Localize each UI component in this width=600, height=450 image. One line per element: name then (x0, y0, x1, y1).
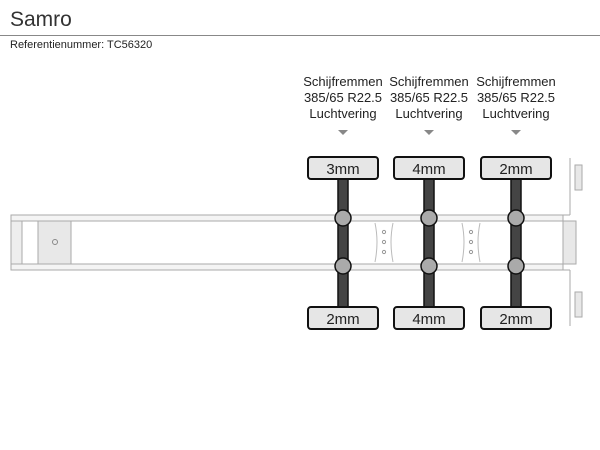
axle-brake-label: Schijfremmen (476, 74, 555, 89)
wheel-hub (507, 257, 525, 275)
tire-right (307, 306, 379, 330)
reference-number: Referentienummer: TC56320 (10, 39, 153, 51)
axle-brake-label: Schijfremmen (303, 74, 382, 89)
axle-suspension-label: Luchtvering (309, 106, 376, 121)
tread-depth-right: 4mm (412, 311, 445, 328)
tire-right (393, 306, 465, 330)
tread-depth-left: 3mm (326, 161, 359, 178)
axle-tire-label: 385/65 R22.5 (477, 90, 555, 105)
tread-depth-left: 2mm (499, 161, 532, 178)
wheel-hub (334, 257, 352, 275)
axle-brake-label: Schijfremmen (389, 74, 468, 89)
kingpin-plate (37, 220, 72, 265)
cross-members (374, 222, 481, 263)
tire-right (480, 306, 552, 330)
arrow-down-icon (424, 130, 434, 135)
chassis-frame (10, 158, 583, 326)
wheel-hub (507, 209, 525, 227)
tread-depth-right: 2mm (499, 311, 532, 328)
tire-left (393, 156, 465, 180)
arrow-down-icon (511, 130, 521, 135)
wheel-hub (334, 209, 352, 227)
axle-tire-label: 385/65 R22.5 (304, 90, 382, 105)
tread-depth-right: 2mm (326, 311, 359, 328)
axle-suspension-label: Luchtvering (395, 106, 462, 121)
arrow-down-icon (338, 130, 348, 135)
divider (0, 35, 600, 36)
tread-depth-left: 4mm (412, 161, 445, 178)
axle-bar (510, 177, 522, 309)
axle-tire-label: 385/65 R22.5 (390, 90, 468, 105)
page-title: Samro (10, 8, 72, 31)
tire-left (480, 156, 552, 180)
axle-suspension-label: Luchtvering (482, 106, 549, 121)
axle-bar (337, 177, 349, 309)
wheel-hub (420, 209, 438, 227)
wheel-hub (420, 257, 438, 275)
axle-bar (423, 177, 435, 309)
tire-left (307, 156, 379, 180)
